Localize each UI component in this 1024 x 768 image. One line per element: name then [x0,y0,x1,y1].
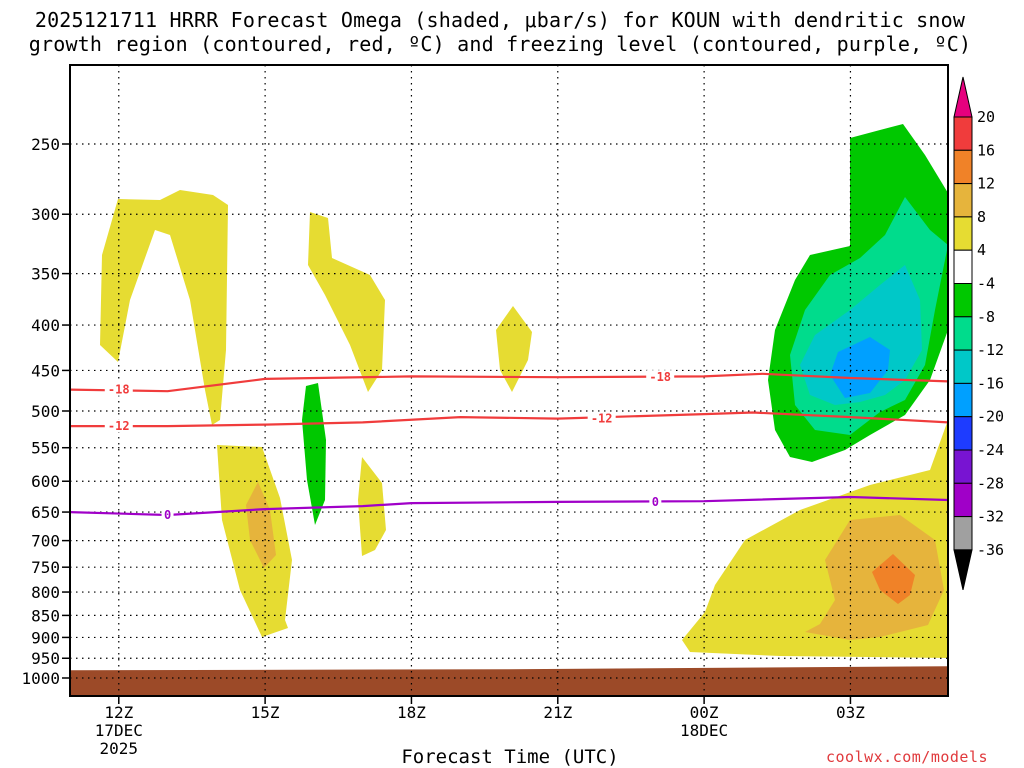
contour-label: 0 [164,508,171,522]
colorbar-swatch [953,249,973,284]
x-tick-label: 18Z [397,703,426,722]
y-tick-label: 250 [31,135,60,154]
colorbar-swatch [953,216,973,251]
y-tick-label: 850 [31,606,60,625]
omega-green-region-1 [302,383,326,525]
contour-label: -12 [108,419,130,433]
colorbar-label: -16 [977,374,1004,392]
x-tick-date: 17DEC [95,721,143,740]
colorbar-label: -4 [977,275,995,293]
contour-dgz_minus12 [70,411,949,428]
colorbar-swatch [953,449,973,484]
omega-yellow-region-3 [496,306,532,392]
colorbar-label: -20 [977,408,1004,426]
contour-label-bg [161,508,174,522]
omega-yellow-region-1 [100,190,228,425]
y-tick-label: 450 [31,361,60,380]
y-tick-label: 1000 [21,669,60,688]
omega-shaded-field [70,124,948,696]
y-tick-label: 500 [31,402,60,421]
chart-title-line-1: 2025121711 HRRR Forecast Omega (shaded, … [34,8,966,32]
y-axis: 250 300 350 400 450 500 550 600 650 700 750 800 850 9… [21,135,70,688]
plot-frame [69,64,949,697]
colorbar-label: 16 [977,141,995,159]
y-tick-label: 800 [31,583,60,602]
colorbar-swatch [953,416,973,451]
x-tick-label: 21Z [543,703,572,722]
y-tick-label: 650 [31,503,60,522]
chart-title: 2025121711 HRRR Forecast Omega (shaded, … [0,8,1000,56]
y-tick-label: 950 [31,649,60,668]
contour-lines: -18 -18 -12 -12 0 0 [69,370,949,522]
contour-dgz_minus18 [69,372,949,393]
colorbar-swatch [953,382,973,418]
colorbar-swatch [953,349,973,384]
contour-label-bg [104,419,133,433]
x-tick-label: 15Z [251,703,280,722]
contour-label-bg [649,494,662,508]
colorbar-arrow-top [953,76,973,118]
contour-label-bg [104,382,133,396]
ground-surface [70,666,948,696]
colorbar-label: 20 [977,108,995,126]
colorbar-swatch [953,149,973,185]
colorbar-arrow-bottom [953,549,973,591]
omega-blue-region [830,337,890,398]
y-tick-label: 900 [31,628,60,647]
grid-lines [70,65,948,696]
colorbar-swatch [953,283,973,318]
x-tick-date: 18DEC [680,721,728,740]
colorbar-label: -32 [977,508,1004,526]
y-tick-label: 750 [31,558,60,577]
contour-label: -12 [591,412,613,426]
colorbar-label: 12 [977,175,995,193]
y-tick-label: 550 [31,439,60,458]
colorbar-swatch [953,516,973,551]
x-tick-label: 03Z [836,703,865,722]
x-tick-label: 00Z [690,703,719,722]
colorbar: 20 16 12 8 4 -4 -8 -12 -16 -20 -24 -28 -32 -36 [953,76,1004,591]
colorbar-label: -24 [977,441,1004,459]
colorbar-label: -12 [977,341,1004,359]
y-tick-label: 350 [31,265,60,284]
x-axis-title: Forecast Time (UTC) [401,746,619,768]
colorbar-swatch [953,183,973,218]
colorbar-label: -36 [977,541,1004,559]
x-tick-label: 12Z [104,703,133,722]
contour-label: 0 [652,495,659,509]
omega-orange-region-1 [246,482,276,568]
contour-freezing_0 [69,495,949,517]
colorbar-label: -28 [977,474,1004,492]
colorbar-label: 4 [977,241,986,259]
colorbar-label: -8 [977,308,995,326]
contour-label: -18 [108,383,130,397]
chart-title-line-2: growth region (contoured, red, ºC) and f… [28,32,972,56]
y-tick-label: 300 [31,205,60,224]
colorbar-swatch [953,482,973,518]
y-tick-label: 600 [31,472,60,491]
x-tick-year: 2025 [100,739,139,758]
colorbar-swatch [953,316,973,351]
colorbar-swatch [953,116,973,151]
y-tick-label: 400 [31,316,60,335]
contour-label-bg [587,411,616,425]
colorbar-label: 8 [977,208,986,226]
y-tick-label: 700 [31,532,60,551]
contour-label: -18 [649,370,671,384]
source-credit: coolwx.com/models [826,748,989,766]
contour-label-bg [646,370,675,384]
omega-cyan-region [800,265,922,405]
omega-yellow-region-2 [308,212,385,392]
